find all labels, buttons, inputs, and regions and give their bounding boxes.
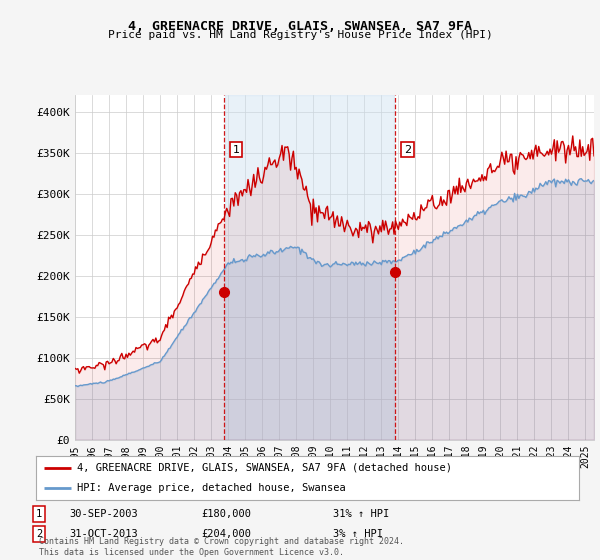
Text: 4, GREENACRE DRIVE, GLAIS, SWANSEA, SA7 9FA (detached house): 4, GREENACRE DRIVE, GLAIS, SWANSEA, SA7 … [77, 463, 452, 473]
Text: 31-OCT-2013: 31-OCT-2013 [69, 529, 138, 539]
Text: Price paid vs. HM Land Registry's House Price Index (HPI): Price paid vs. HM Land Registry's House … [107, 30, 493, 40]
Text: 1: 1 [232, 144, 239, 155]
Text: 30-SEP-2003: 30-SEP-2003 [69, 509, 138, 519]
Text: 4, GREENACRE DRIVE, GLAIS, SWANSEA, SA7 9FA: 4, GREENACRE DRIVE, GLAIS, SWANSEA, SA7 … [128, 20, 472, 32]
Text: 1: 1 [36, 509, 42, 519]
Text: £180,000: £180,000 [201, 509, 251, 519]
Text: HPI: Average price, detached house, Swansea: HPI: Average price, detached house, Swan… [77, 483, 346, 493]
Text: 2: 2 [404, 144, 411, 155]
Text: Contains HM Land Registry data © Crown copyright and database right 2024.
This d: Contains HM Land Registry data © Crown c… [39, 537, 404, 557]
Text: 3% ↑ HPI: 3% ↑ HPI [333, 529, 383, 539]
Text: £204,000: £204,000 [201, 529, 251, 539]
Text: 2: 2 [36, 529, 42, 539]
Text: 31% ↑ HPI: 31% ↑ HPI [333, 509, 389, 519]
